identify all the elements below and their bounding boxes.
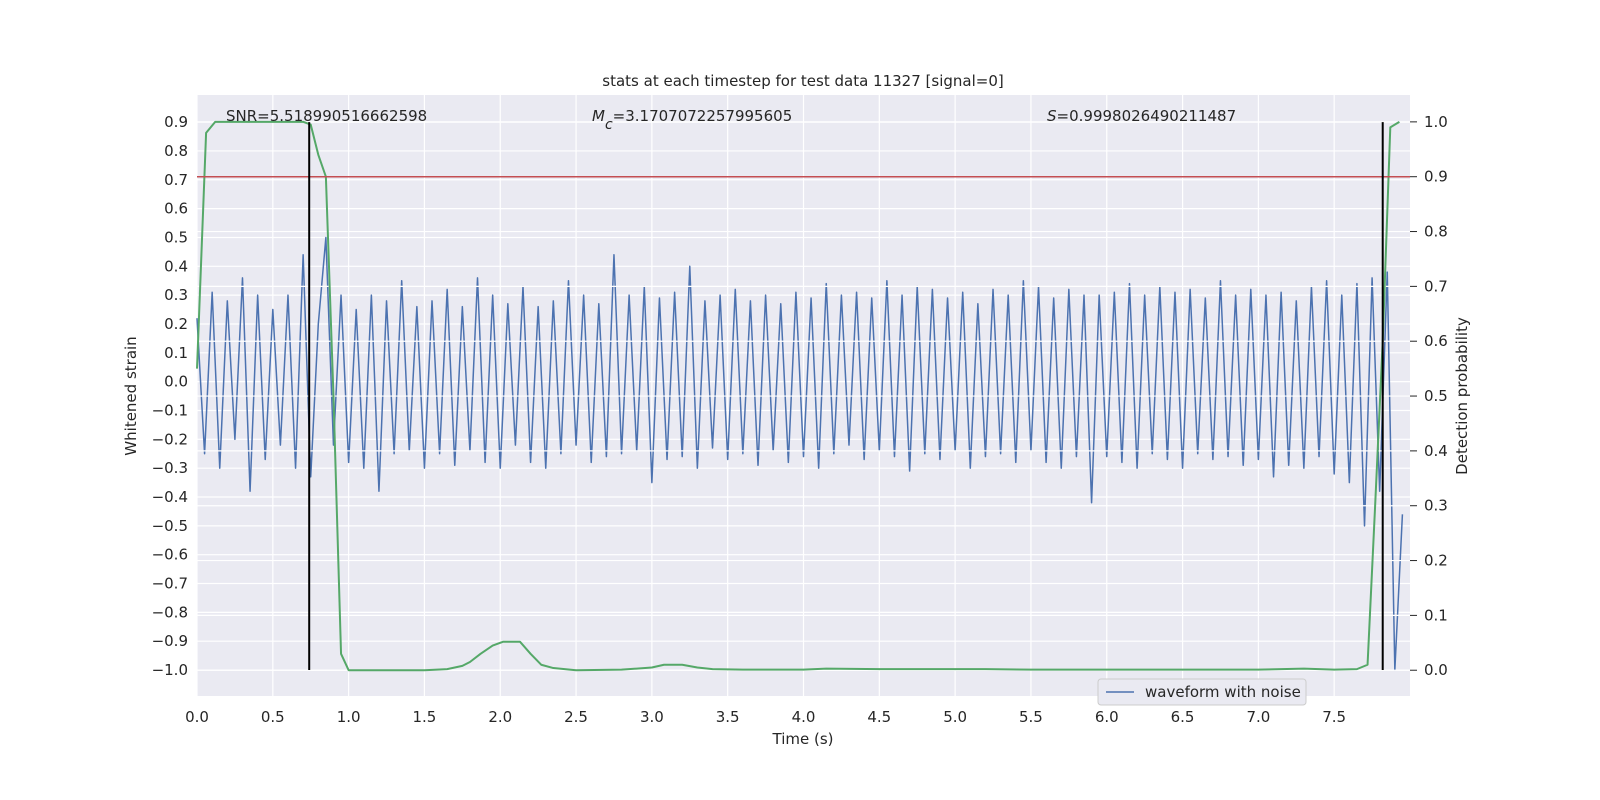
x-tick-label: 2.5 <box>564 708 588 726</box>
y2-tick-label: 0.5 <box>1424 387 1448 405</box>
y-tick-label: −0.4 <box>152 488 188 506</box>
x-tick-label: 1.0 <box>337 708 361 726</box>
y2-tick-label: 0.3 <box>1424 497 1448 515</box>
x-tick-label: 4.5 <box>867 708 891 726</box>
annotation-symbol: M <box>592 107 605 125</box>
x-tick-label: 7.5 <box>1322 708 1346 726</box>
legend-label: waveform with noise <box>1145 683 1301 701</box>
annotation: SNR=5.518990516662598 <box>226 107 427 125</box>
y2-tick-label: 0.2 <box>1424 552 1448 570</box>
x-tick-label: 5.5 <box>1019 708 1043 726</box>
x-tick-label: 5.0 <box>943 708 967 726</box>
chart-title: stats at each timestep for test data 113… <box>602 72 1003 90</box>
x-tick-label: 3.0 <box>640 708 664 726</box>
waveform-line <box>196 236 1404 671</box>
y-tick-label: 0.4 <box>164 257 188 275</box>
x-tick-label: 4.0 <box>792 708 816 726</box>
y2-tick-label: 0.6 <box>1424 332 1448 350</box>
x-tick-label: 0.0 <box>185 708 209 726</box>
y-tick-label: 0.2 <box>164 315 188 333</box>
y2-axis-label: Detection probability <box>1453 317 1471 475</box>
y-tick-label: 0.3 <box>164 286 188 304</box>
y-tick-label: −0.5 <box>152 517 188 535</box>
x-tick-label: 6.5 <box>1171 708 1195 726</box>
legend-frame <box>1097 678 1307 706</box>
x-tick-label: 6.0 <box>1095 708 1119 726</box>
y-tick-label: −1.0 <box>152 661 188 679</box>
y-tick-label: −0.2 <box>152 430 188 448</box>
x-tick-label: 3.5 <box>716 708 740 726</box>
y-tick-label: 0.8 <box>164 142 188 160</box>
x-tick-label: 0.5 <box>261 708 285 726</box>
y-tick-label: −0.8 <box>152 603 188 621</box>
y-tick-label: 0.9 <box>164 113 188 131</box>
y2-tick-label: 0.0 <box>1424 661 1448 679</box>
y-tick-label: 0.1 <box>164 344 188 362</box>
x-tick-label: 2.0 <box>488 708 512 726</box>
y2-tick-label: 0.9 <box>1424 168 1448 186</box>
y-tick-label: −0.6 <box>152 546 188 564</box>
annotation: Mc=3.1707072257995605 <box>592 107 792 133</box>
y-tick-label: 0.0 <box>164 373 188 391</box>
x-tick-label: 1.5 <box>413 708 437 726</box>
y2-tick-label: 0.1 <box>1424 606 1448 624</box>
annotation-text: =3.1707072257995605 <box>613 107 793 125</box>
y-tick-label: −0.9 <box>152 632 188 650</box>
y-tick-label: 0.5 <box>164 228 188 246</box>
x-axis-label: Time (s) <box>772 730 834 748</box>
y-tick-label: −0.1 <box>152 401 188 419</box>
y-tick-label: −0.7 <box>152 575 188 593</box>
y-tick-label: 0.7 <box>164 171 188 189</box>
y2-tick-label: 0.4 <box>1424 442 1448 460</box>
y-axis-label: Whitened strain <box>122 336 140 455</box>
y2-tick-label: 0.7 <box>1424 277 1448 295</box>
annotation-symbol: S <box>1047 107 1057 125</box>
annotation-text: =0.9998026490211487 <box>1057 107 1237 125</box>
x-tick-label: 7.0 <box>1246 708 1270 726</box>
y2-tick-label: 0.8 <box>1424 223 1448 241</box>
annotation-text: SNR=5.518990516662598 <box>226 107 427 125</box>
annotation-subscript: c <box>605 117 613 133</box>
y2-tick-label: 1.0 <box>1424 113 1448 131</box>
y-tick-label: 0.6 <box>164 200 188 218</box>
y-tick-label: −0.3 <box>152 459 188 477</box>
annotation: S=0.9998026490211487 <box>1047 107 1236 125</box>
